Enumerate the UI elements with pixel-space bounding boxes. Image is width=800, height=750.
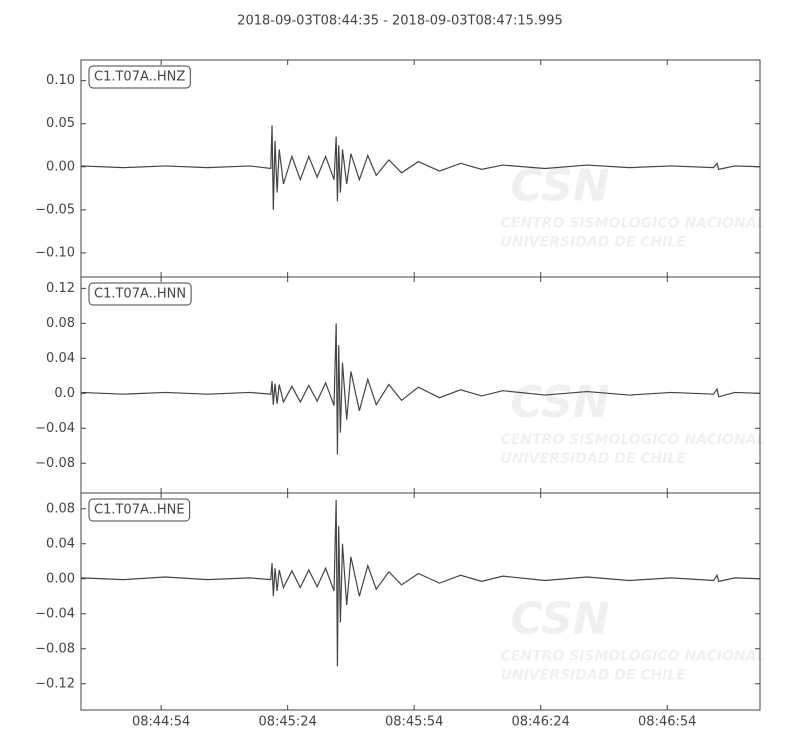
- y-tick-label: −0.04: [35, 421, 75, 436]
- watermark-text: UNIVERSIDAD DE CHILE: [501, 451, 687, 467]
- x-tick-label: 08:45:54: [385, 715, 443, 730]
- trace-label-box: [88, 498, 191, 522]
- x-tick-label: 08:44:54: [132, 715, 190, 730]
- y-tick-label: 0.08: [46, 316, 75, 331]
- x-tick-label: 08:45:24: [258, 715, 316, 730]
- y-tick-label: −0.04: [35, 606, 75, 621]
- trace-label: C1.T07A..HNE: [94, 503, 185, 518]
- y-tick-label: 0.05: [46, 116, 75, 131]
- trace-label-box: [88, 282, 192, 306]
- y-tick-label: 0.12: [46, 281, 75, 296]
- y-tick-label: −0.05: [35, 202, 75, 217]
- waveform: [80, 323, 761, 455]
- y-tick-label: −0.12: [35, 676, 75, 691]
- y-tick-label: −0.08: [35, 456, 75, 471]
- x-tick-label: 08:46:54: [638, 715, 696, 730]
- y-tick-label: −0.10: [35, 245, 75, 260]
- watermark-text: CENTRO SISMOLOGICO NACIONAL: [501, 432, 766, 448]
- watermark-text: CENTRO SISMOLOGICO NACIONAL: [501, 649, 766, 665]
- watermark-logo: CSN: [511, 161, 610, 212]
- y-tick-label: 0.10: [46, 73, 75, 88]
- figure-title: 2018-09-03T08:44:35 - 2018-09-03T08:47:1…: [237, 14, 563, 29]
- y-tick-label: 0.0: [54, 386, 75, 401]
- watermark-logo: CSN: [511, 594, 610, 645]
- y-tick-label: 0.00: [46, 159, 75, 174]
- waveform: [80, 499, 761, 667]
- y-tick-label: 0.04: [46, 351, 75, 366]
- trace-label: C1.T07A..HNZ: [94, 70, 185, 85]
- trace-label-box: [88, 65, 191, 89]
- y-tick-label: 0.08: [46, 501, 75, 516]
- panel-frame: [80, 492, 761, 711]
- watermark-text: UNIVERSIDAD DE CHILE: [501, 235, 687, 251]
- watermark-logo: CSN: [511, 377, 610, 428]
- trace-label: C1.T07A..HNN: [94, 287, 186, 302]
- x-tick-label: 08:46:24: [512, 715, 570, 730]
- y-tick-label: −0.08: [35, 641, 75, 656]
- y-tick-label: 0.04: [46, 536, 75, 551]
- watermark-text: UNIVERSIDAD DE CHILE: [501, 668, 687, 684]
- waveform: [80, 125, 761, 210]
- watermark-text: CENTRO SISMOLOGICO NACIONAL: [501, 216, 766, 232]
- y-tick-label: 0.00: [46, 571, 75, 586]
